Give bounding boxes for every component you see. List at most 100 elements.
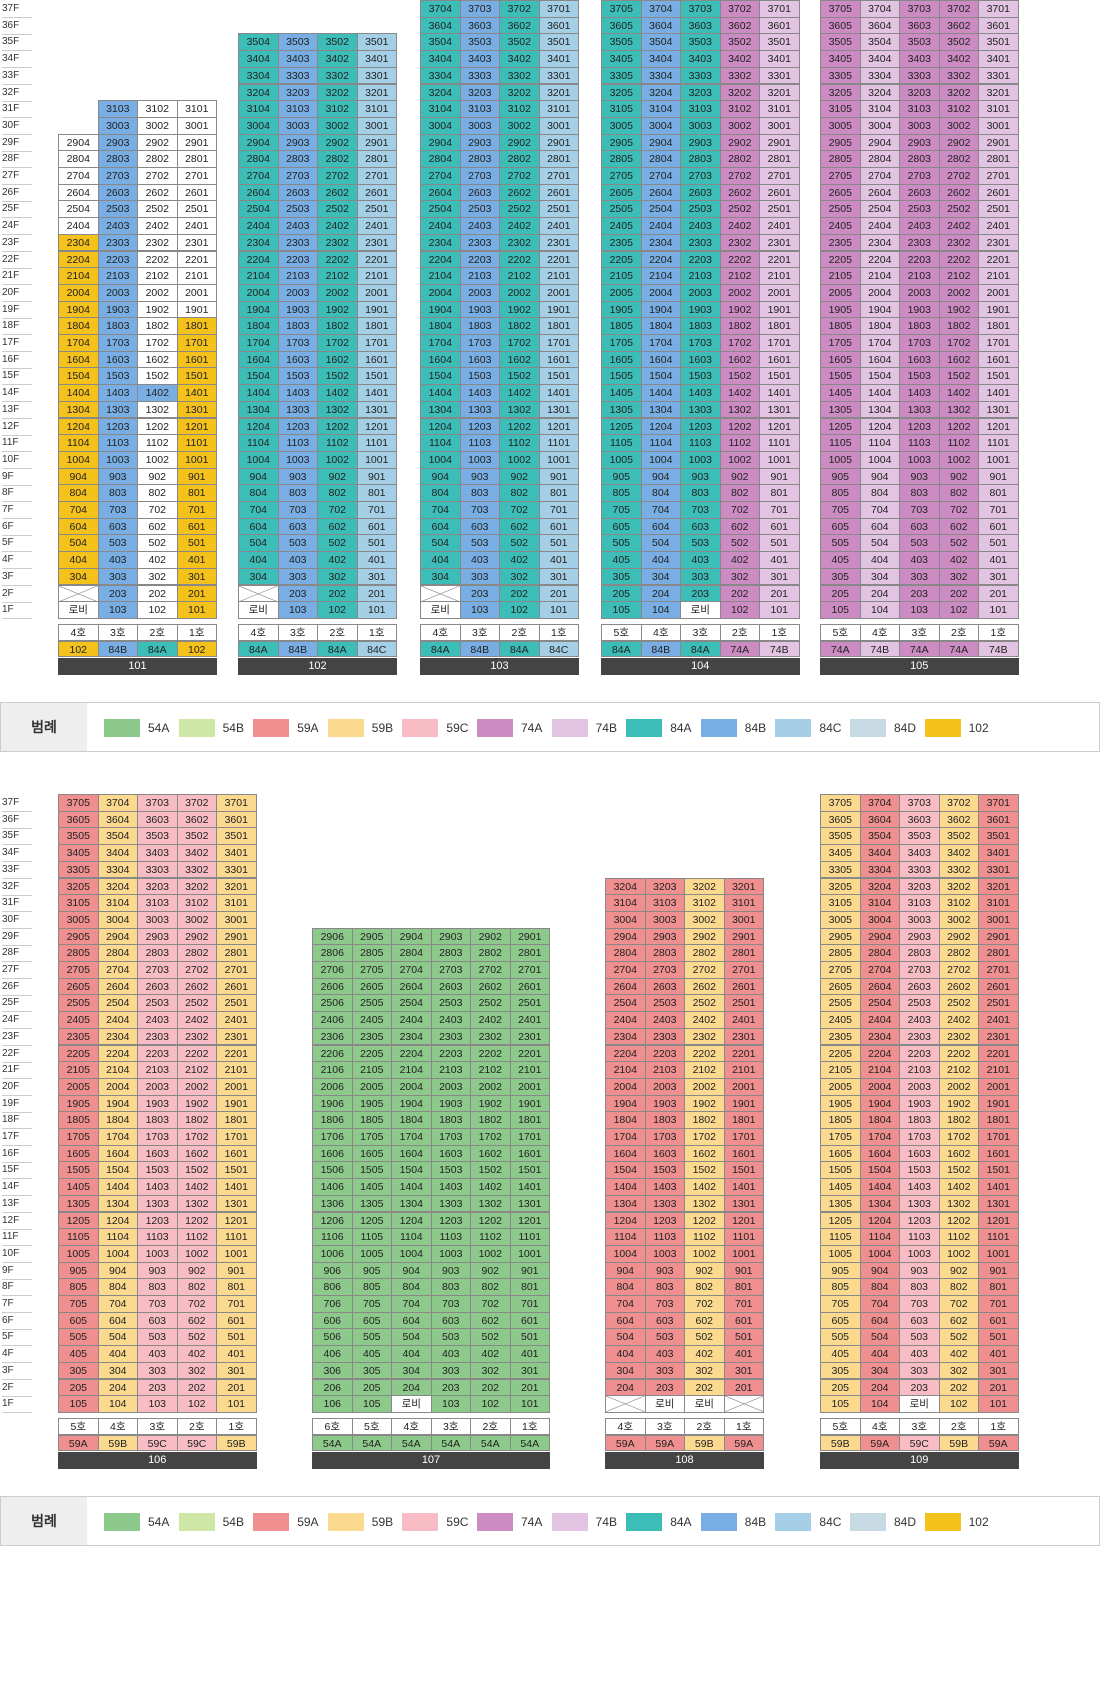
unit-cell[interactable]: 2501 (356, 200, 397, 219)
unit-cell[interactable]: 1602 (499, 350, 540, 369)
unit-cell[interactable]: 1803 (899, 317, 940, 335)
unit-cell[interactable]: 1403 (644, 1178, 685, 1196)
unit-cell[interactable]: 3504 (238, 33, 279, 52)
unit-cell[interactable]: 503 (137, 1328, 178, 1347)
unit-cell[interactable]: 3205 (58, 877, 99, 896)
unit-cell[interactable]: 1701 (759, 334, 800, 352)
unit-cell[interactable]: 2605 (58, 977, 99, 996)
unit-cell[interactable]: 2604 (420, 183, 461, 202)
unit-cell[interactable]: 2505 (820, 994, 861, 1013)
unit-cell[interactable]: 2904 (58, 133, 99, 152)
unit-cell[interactable]: 3701 (978, 0, 1019, 18)
unit-cell[interactable]: 1502 (719, 367, 760, 386)
unit-cell[interactable]: 1303 (680, 400, 721, 419)
unit-cell[interactable]: 2903 (459, 133, 500, 152)
unit-cell[interactable]: 2803 (899, 150, 940, 168)
unit-cell[interactable]: 2001 (356, 283, 397, 302)
unit-cell[interactable]: 3204 (420, 83, 461, 102)
unit-cell[interactable]: 3402 (938, 50, 979, 68)
unit-cell[interactable]: 1802 (176, 1111, 217, 1129)
unit-cell[interactable]: 3103 (644, 894, 685, 912)
unit-cell[interactable]: 402 (684, 1345, 725, 1363)
unit-cell[interactable]: 3203 (644, 877, 685, 896)
unit-cell[interactable]: 3201 (759, 83, 800, 102)
unit-cell[interactable]: 2404 (97, 1011, 138, 1029)
unit-cell[interactable]: 802 (176, 1278, 217, 1296)
unit-cell[interactable]: 1401 (509, 1178, 550, 1196)
unit-cell[interactable]: 1205 (601, 417, 642, 436)
unit-cell[interactable]: 3205 (820, 83, 861, 102)
unit-cell[interactable]: 2102 (137, 267, 178, 285)
unit-cell[interactable]: 1504 (605, 1161, 646, 1180)
unit-cell[interactable]: 1503 (137, 1161, 178, 1180)
building-name[interactable]: 104 (601, 658, 800, 675)
unit-cell[interactable]: 3001 (356, 116, 397, 135)
unit-cell[interactable]: 602 (317, 517, 358, 536)
unit-cell[interactable]: 1301 (723, 1194, 764, 1213)
unit-cell[interactable]: 3604 (640, 16, 681, 35)
unit-cell[interactable]: 3202 (317, 83, 358, 102)
unit-cell[interactable]: 1502 (938, 367, 979, 386)
unit-cell[interactable]: 1602 (317, 350, 358, 369)
unit-cell[interactable]: 504 (97, 1328, 138, 1347)
unit-cell[interactable]: 3002 (938, 116, 979, 135)
unit-cell[interactable]: 3305 (820, 860, 861, 879)
unit-cell[interactable]: 3404 (859, 844, 900, 862)
unit-cell[interactable]: 3504 (97, 827, 138, 846)
unit-cell[interactable]: 3405 (601, 50, 642, 68)
unit-cell[interactable]: 903 (899, 1261, 940, 1280)
unit-cell[interactable]: 1103 (680, 434, 721, 452)
unit-cell[interactable]: 1702 (684, 1128, 725, 1146)
unit-cell[interactable]: 2801 (723, 944, 764, 962)
unit-cell[interactable]: 2502 (719, 200, 760, 219)
unit-cell[interactable]: 703 (137, 1295, 178, 1313)
unit-cell[interactable]: 803 (97, 484, 138, 502)
unit-cell[interactable]: 502 (938, 534, 979, 553)
unit-cell[interactable]: 1204 (238, 417, 279, 436)
building-name[interactable]: 102 (238, 658, 397, 675)
unit-cell[interactable]: 3301 (356, 66, 397, 85)
unit-cell[interactable]: 3501 (978, 827, 1019, 846)
unit-cell[interactable]: 3101 (723, 894, 764, 912)
unit-cell[interactable]: 602 (470, 1311, 511, 1330)
unit-cell[interactable]: 1201 (723, 1211, 764, 1230)
unit-cell[interactable]: 3104 (605, 894, 646, 912)
unit-cell[interactable]: 301 (759, 567, 800, 586)
unit-cell[interactable]: 3001 (759, 116, 800, 135)
unit-cell[interactable]: 1202 (719, 417, 760, 436)
unit-cell[interactable]: 3501 (759, 33, 800, 52)
unit-cell[interactable]: 202 (719, 584, 760, 603)
unit-cell[interactable]: 3605 (820, 810, 861, 829)
unit-cell[interactable]: 3203 (459, 83, 500, 102)
unit-cell[interactable]: 1801 (759, 317, 800, 335)
unit-cell[interactable]: 2405 (820, 217, 861, 235)
unit-cell[interactable]: 2602 (684, 977, 725, 996)
unit-cell[interactable]: 1204 (605, 1211, 646, 1230)
unit-cell[interactable]: 601 (176, 517, 217, 536)
unit-cell[interactable]: 1705 (820, 334, 861, 352)
unit-cell[interactable]: 1402 (938, 384, 979, 402)
unit-cell[interactable]: 2503 (430, 994, 471, 1013)
unit-cell[interactable]: 2102 (938, 267, 979, 285)
unit-cell[interactable]: 1002 (938, 1244, 979, 1263)
unit-cell[interactable]: 3005 (820, 910, 861, 929)
unit-cell[interactable]: 2604 (97, 977, 138, 996)
unit-cell[interactable]: 2701 (978, 961, 1019, 979)
unit-cell[interactable]: 504 (391, 1328, 432, 1347)
unit-cell[interactable]: 401 (978, 551, 1019, 569)
unit-cell[interactable]: 1103 (97, 434, 138, 452)
unit-cell[interactable]: 2101 (978, 1061, 1019, 1079)
unit-cell[interactable]: 1804 (391, 1111, 432, 1129)
unit-cell[interactable]: 505 (58, 1328, 99, 1347)
unit-cell[interactable]: 1803 (680, 317, 721, 335)
unit-cell[interactable]: 1401 (723, 1178, 764, 1196)
unit-cell[interactable]: 2104 (420, 267, 461, 285)
unit-cell[interactable]: 101 (759, 601, 800, 619)
unit-cell[interactable]: 2104 (605, 1061, 646, 1079)
unit-cell[interactable]: 2304 (58, 233, 99, 252)
unit-cell[interactable]: 1605 (351, 1144, 392, 1163)
unit-cell[interactable]: 2705 (58, 961, 99, 979)
unit-cell[interactable]: 2604 (859, 183, 900, 202)
unit-cell[interactable]: 2303 (899, 1027, 940, 1046)
unit-cell[interactable]: 1701 (978, 1128, 1019, 1146)
